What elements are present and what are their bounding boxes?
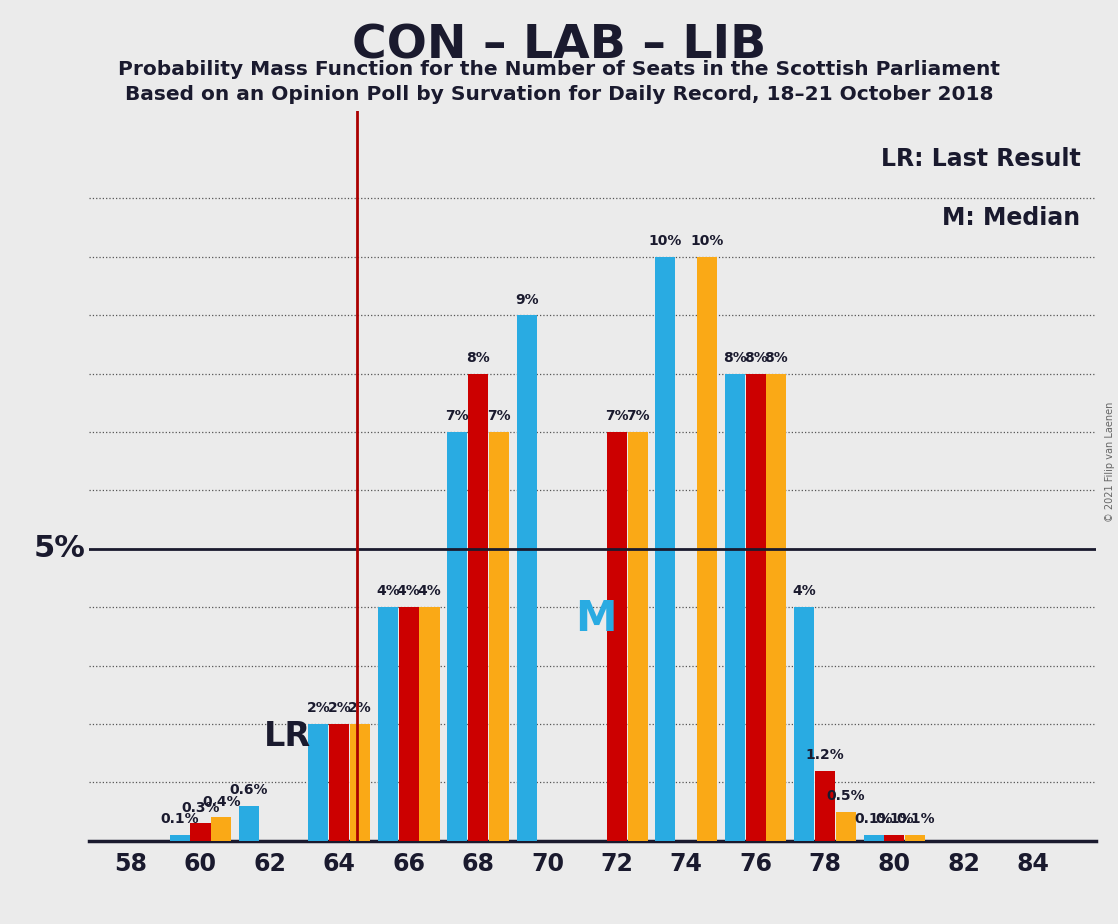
Bar bbox=[766, 373, 786, 841]
Bar bbox=[190, 823, 210, 841]
Bar bbox=[489, 432, 509, 841]
Text: 0.1%: 0.1% bbox=[896, 812, 935, 826]
Bar bbox=[468, 373, 489, 841]
Text: 0.1%: 0.1% bbox=[160, 812, 199, 826]
Text: 8%: 8% bbox=[723, 351, 747, 365]
Text: CON – LAB – LIB: CON – LAB – LIB bbox=[352, 23, 766, 68]
Text: 2%: 2% bbox=[306, 701, 330, 715]
Bar bbox=[419, 607, 439, 841]
Bar bbox=[378, 607, 398, 841]
Text: 8%: 8% bbox=[765, 351, 788, 365]
Text: 4%: 4% bbox=[418, 585, 442, 599]
Text: 0.1%: 0.1% bbox=[854, 812, 893, 826]
Text: 0.4%: 0.4% bbox=[202, 795, 240, 808]
Text: 8%: 8% bbox=[743, 351, 767, 365]
Bar bbox=[329, 724, 349, 841]
Bar bbox=[607, 432, 627, 841]
Text: 0.3%: 0.3% bbox=[181, 800, 220, 815]
Bar bbox=[211, 818, 231, 841]
Bar bbox=[794, 607, 814, 841]
Text: 10%: 10% bbox=[648, 234, 682, 249]
Bar bbox=[863, 835, 883, 841]
Text: 4%: 4% bbox=[793, 585, 816, 599]
Bar bbox=[517, 315, 537, 841]
Text: 4%: 4% bbox=[376, 585, 400, 599]
Text: LR: Last Result: LR: Last Result bbox=[881, 148, 1080, 171]
Text: 5%: 5% bbox=[35, 534, 86, 564]
Text: 4%: 4% bbox=[397, 585, 420, 599]
Bar bbox=[697, 257, 717, 841]
Text: 7%: 7% bbox=[445, 409, 470, 423]
Text: 10%: 10% bbox=[690, 234, 723, 249]
Text: 7%: 7% bbox=[605, 409, 628, 423]
Bar bbox=[447, 432, 467, 841]
Text: 2%: 2% bbox=[328, 701, 351, 715]
Text: 0.6%: 0.6% bbox=[230, 783, 268, 797]
Text: 1.2%: 1.2% bbox=[806, 748, 844, 762]
Bar bbox=[746, 373, 766, 841]
Text: 8%: 8% bbox=[466, 351, 490, 365]
Text: 0.5%: 0.5% bbox=[826, 789, 865, 803]
Bar bbox=[836, 811, 856, 841]
Text: © 2021 Filip van Laenen: © 2021 Filip van Laenen bbox=[1106, 402, 1115, 522]
Bar bbox=[170, 835, 190, 841]
Text: 7%: 7% bbox=[626, 409, 650, 423]
Bar bbox=[239, 806, 259, 841]
Text: M: M bbox=[576, 598, 617, 640]
Bar bbox=[350, 724, 370, 841]
Bar bbox=[884, 835, 904, 841]
Text: 7%: 7% bbox=[487, 409, 511, 423]
Text: LR: LR bbox=[264, 720, 311, 753]
Text: 9%: 9% bbox=[514, 293, 539, 307]
Text: 2%: 2% bbox=[348, 701, 372, 715]
Bar bbox=[399, 607, 419, 841]
Bar bbox=[815, 771, 835, 841]
Text: Probability Mass Function for the Number of Seats in the Scottish Parliament: Probability Mass Function for the Number… bbox=[119, 60, 999, 79]
Text: Based on an Opinion Poll by Survation for Daily Record, 18–21 October 2018: Based on an Opinion Poll by Survation fo… bbox=[125, 85, 993, 104]
Bar bbox=[627, 432, 647, 841]
Text: 0.1%: 0.1% bbox=[875, 812, 913, 826]
Bar bbox=[309, 724, 329, 841]
Bar bbox=[655, 257, 675, 841]
Bar bbox=[906, 835, 926, 841]
Bar bbox=[724, 373, 745, 841]
Text: M: Median: M: Median bbox=[942, 206, 1080, 230]
